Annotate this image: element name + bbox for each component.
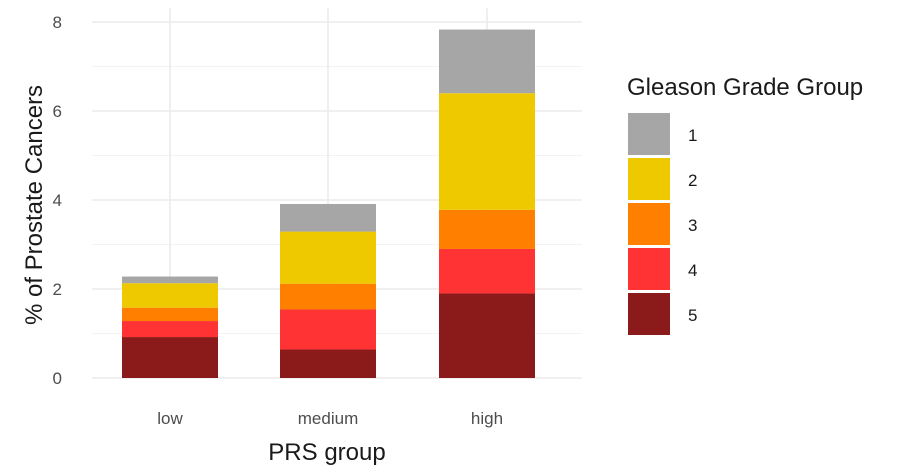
bar-segment-high-grade-2 [439, 93, 535, 210]
bar-segment-low-grade-4 [122, 321, 218, 338]
legend-label-5: 5 [688, 306, 697, 325]
legend-key-3 [628, 203, 670, 245]
bar-segment-medium-grade-5 [280, 349, 376, 378]
legend-label-1: 1 [688, 126, 697, 145]
bar-segment-medium-grade-1 [280, 204, 376, 232]
bar-segment-high-grade-3 [439, 209, 535, 249]
x-tick-label: low [157, 409, 183, 428]
bar-segment-low-grade-5 [122, 337, 218, 378]
legend-label-4: 4 [688, 261, 697, 280]
bar-segment-high-grade-1 [439, 29, 535, 94]
y-tick-label: 8 [53, 13, 62, 32]
legend-key-2 [628, 158, 670, 200]
bar-segment-medium-grade-2 [280, 231, 376, 284]
bar-segment-low-grade-2 [122, 283, 218, 308]
x-axis-title: PRS group [268, 439, 385, 465]
x-axis-ticks: low medium high [157, 409, 503, 428]
y-tick-label: 2 [53, 280, 62, 299]
bar-segment-high-grade-5 [439, 293, 535, 378]
y-axis-title: % of Prostate Cancers [21, 85, 48, 325]
legend-key-1 [628, 113, 670, 155]
bar-segment-medium-grade-3 [280, 283, 376, 310]
legend-key-5 [628, 293, 670, 335]
bar-segment-low-grade-3 [122, 307, 218, 322]
legend: 1 2 3 4 5 [628, 113, 697, 335]
y-tick-label: 0 [53, 369, 62, 388]
bar-segment-high-grade-4 [439, 248, 535, 294]
legend-title: Gleason Grade Group [627, 74, 863, 101]
bar-segment-low-grade-1 [122, 276, 218, 284]
bars [122, 29, 535, 378]
x-tick-label: high [471, 409, 503, 428]
x-tick-label: medium [298, 409, 358, 428]
legend-label-3: 3 [688, 216, 697, 235]
legend-key-4 [628, 248, 670, 290]
y-tick-label: 4 [53, 191, 62, 210]
bar-segment-medium-grade-4 [280, 309, 376, 350]
legend-label-2: 2 [688, 171, 697, 190]
y-tick-label: 6 [53, 102, 62, 121]
y-axis-ticks: 0 2 4 6 8 [53, 13, 62, 388]
